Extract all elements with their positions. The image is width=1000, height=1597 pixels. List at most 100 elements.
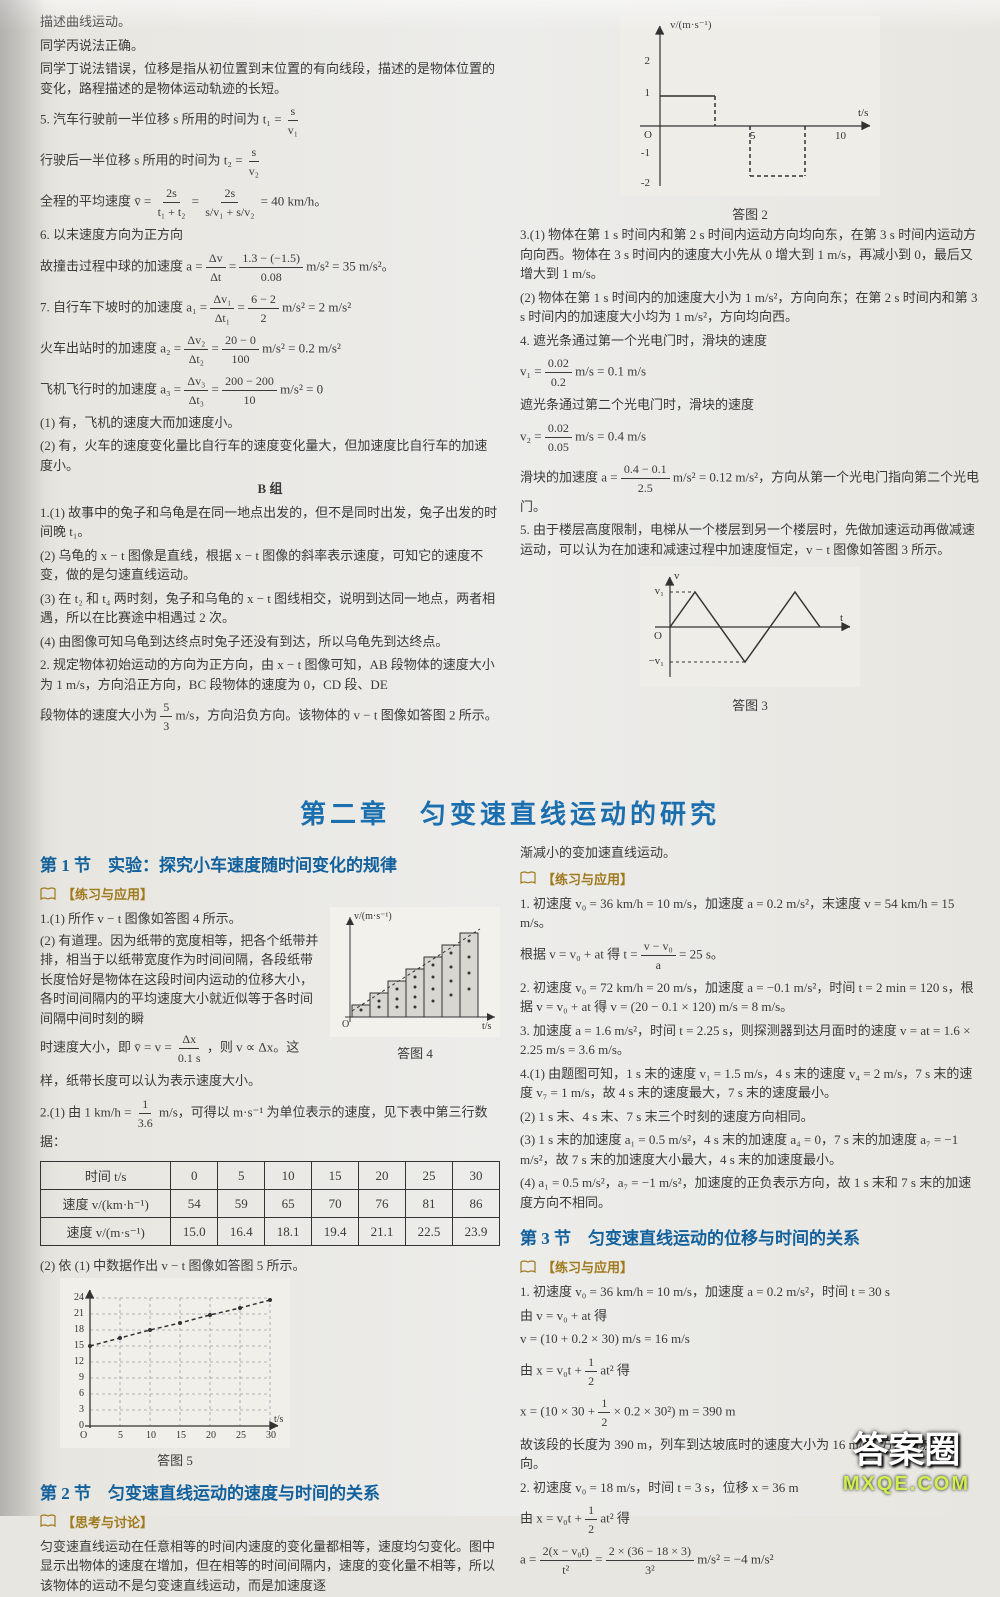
eq: 行驶后一半位移 s 所用的时间为 t₂ = sv₂ [40, 143, 500, 180]
eq: 滑块的加速度 a = 0.4 − 0.12.5 m/s² = 0.12 m/s²… [520, 460, 980, 517]
t: × 0.2 × 30²) m = 390 m [614, 1403, 736, 1418]
text: 2. 初速度 v₀ = 72 km/h = 20 m/s，加速度 a = −0.… [520, 978, 980, 1017]
t: x = (10 × 30 + [520, 1403, 595, 1418]
t: 故撞击过程中球的加速度 a = [40, 258, 203, 273]
text: (2) 依 (1) 中数据作出 v − t 图像如答图 5 所示。 [40, 1256, 500, 1276]
text: 2. 规定物体初始运动的方向为正方向，由 x − t 图像可知，AB 段物体的速… [40, 655, 500, 694]
svg-text:t/s: t/s [274, 1414, 284, 1425]
fraction: v − v₀a [641, 937, 676, 974]
table-row: 速度 v/(m·s⁻¹)15.016.418.119.421.122.523.9 [41, 1218, 500, 1246]
text: 6. 以末速度方向为正方向 [40, 225, 500, 245]
svg-text:6: 6 [79, 1388, 84, 1399]
t: m/s² = −4 m/s² [697, 1551, 773, 1566]
t: 2.(1) 由 1 km/h = [40, 1104, 131, 1119]
t: m/s = 0.4 m/s [575, 428, 646, 443]
svg-text:v₁: v₁ [655, 585, 665, 597]
text: 由 v = v₀ + at 得 [520, 1306, 980, 1326]
text: 3.(1) 物体在第 1 s 时间内和第 2 s 时间内运动方向均向东，在第 3… [520, 225, 980, 284]
text: v = (10 + 0.2 × 30) m/s = 16 m/s [520, 1329, 980, 1349]
t: = [229, 258, 236, 273]
fraction: 12 [585, 1353, 597, 1390]
text: 1.(1) 所作 v − t 图像如答图 4 所示。 [40, 909, 322, 929]
text: 样，纸带长度可以认为表示速度大小。 [40, 1071, 500, 1091]
t: m/s = 0.1 m/s [575, 363, 646, 378]
text: 4.(1) 由题图可知，1 s 末的速度 v₁ = 1.5 m/s，4 s 末的… [520, 1064, 980, 1103]
eq: 时速度大小，即 v̄ = v = Δx0.1 s ，则 v ∝ Δx。这 [40, 1030, 322, 1067]
text: (2) 物体在第 1 s 时间内的加速度大小为 1 m/s²，方向向东；在第 2… [520, 288, 980, 327]
chapter-title: 第二章 匀变速直线运动的研究 [40, 794, 980, 831]
t: ，则 v ∝ Δx。这 [207, 1039, 299, 1054]
svg-text:25: 25 [236, 1430, 246, 1441]
svg-text:20: 20 [206, 1430, 216, 1441]
svg-text:v: v [674, 570, 680, 582]
text: 遮光条通过第二个光电门时，滑块的速度 [520, 395, 980, 415]
t: 7. 自行车下坡时的加速度 a₁ = [40, 299, 207, 314]
text: (2) 有，火车的速度变化量比自行车的速度变化量大，但加速度比自行车的加速度小。 [40, 436, 500, 475]
t: 5. 汽车行驶前一半位移 s 所用的时间为 t₁ = [40, 111, 282, 126]
eq: 由 x = v₀t + 12 at² 得 [520, 1353, 980, 1390]
svg-text:24: 24 [74, 1292, 84, 1303]
watermark: 答案圈 MXQE.COM [843, 1421, 970, 1496]
fraction: 200 − 20010 [222, 372, 277, 409]
sub-practice: 【练习与应用】 [520, 869, 980, 888]
fraction: sv₂ [246, 143, 262, 180]
text: 1.(1) 故事中的兔子和乌龟是在同一地点出发的，但不是同时出发，兔子出发的时间… [40, 503, 500, 542]
t: 由 x = v₀t + [520, 1510, 582, 1525]
t: m/s² = 2 m/s² [282, 299, 351, 314]
chapter-block: 第二章 匀变速直线运动的研究 第 1 节 实验：探究小车速度随时间变化的规律 【… [40, 780, 980, 1597]
svg-text:10: 10 [146, 1430, 156, 1441]
fraction: 0.020.2 [545, 354, 572, 391]
fraction: 2ss/v₁ + s/v₂ [202, 184, 257, 221]
watermark-title: 答案圈 [843, 1421, 970, 1473]
text: 3. 加速度 a = 1.6 m/s²，时间 t = 2.25 s，则探测器到达… [520, 1021, 980, 1060]
svg-text:O: O [80, 1430, 87, 1441]
t: = [595, 1551, 602, 1566]
fraction: Δv₃Δt₃ [184, 372, 208, 409]
fraction: 2 × (36 − 18 × 3)3² [606, 1542, 694, 1579]
figure-4-caption: 答图 4 [330, 1043, 500, 1062]
book-icon [40, 887, 56, 901]
eq: 全程的平均速度 v̄ = 2st₁ + t₂ = 2ss/v₁ + s/v₂ =… [40, 184, 500, 221]
fraction: 2st₁ + t₂ [155, 184, 189, 221]
svg-text:t: t [840, 612, 843, 624]
svg-text:12: 12 [74, 1356, 84, 1367]
data-table: 时间 t/s051015202530 速度 v/(km·h⁻¹)54596570… [40, 1161, 500, 1246]
svg-text:5: 5 [750, 130, 756, 142]
t: 根据 v = v₀ + at 得 t = [520, 946, 638, 961]
t: 时速度大小，即 v̄ = v = [40, 1039, 172, 1054]
svg-text:O: O [644, 129, 652, 141]
figure-2-caption: 答图 2 [520, 204, 980, 223]
fraction: Δv₁Δt₁ [210, 290, 234, 327]
fraction: 0.4 − 0.12.5 [621, 460, 670, 497]
t: 滑块的加速度 a = [520, 469, 618, 484]
fraction: 13.6 [135, 1095, 156, 1132]
figure-2-chart: 2 1 -1 -2 5 10 t/s v/(m·s⁻¹) O [620, 16, 880, 196]
eq: 5. 汽车行驶前一半位移 s 所用的时间为 t₁ = sv₁ [40, 102, 500, 139]
svg-text:2: 2 [645, 55, 651, 67]
text: (3) 在 t₂ 和 t₄ 两时刻，兔子和乌龟的 x − t 图线相交，说明到达… [40, 589, 500, 628]
svg-text:v/(m·s⁻¹): v/(m·s⁻¹) [670, 19, 712, 31]
t: = [192, 193, 203, 208]
label: 【练习与应用】 [542, 869, 633, 888]
svg-text:-2: -2 [641, 177, 650, 189]
text: (2) 乌龟的 x − t 图像是直线，根据 x − t 图像的斜率表示速度，可… [40, 546, 500, 585]
eq: v₂ = 0.020.05 m/s = 0.4 m/s [520, 419, 980, 456]
book-icon [40, 1514, 56, 1528]
svg-text:21: 21 [74, 1308, 84, 1319]
fraction: Δx0.1 s [175, 1030, 204, 1067]
text: (1) 有，飞机的速度大而加速度小。 [40, 413, 500, 433]
svg-text:30: 30 [266, 1430, 276, 1441]
t: m/s² = 0.2 m/s² [262, 340, 341, 355]
text: 同学丙说法正确。 [40, 36, 500, 56]
figure-5-chart: 0 3 6 9 12 15 18 21 24 510 1520 2530 t/s… [60, 1278, 290, 1448]
fraction: 0.020.05 [545, 419, 572, 456]
text: 1. 初速度 v₀ = 36 km/h = 10 m/s，加速度 a = 0.2… [520, 1282, 980, 1302]
watermark-url: MXQE.COM [843, 1473, 970, 1496]
t: a = [520, 1551, 536, 1566]
text: (4) 由图像可知乌龟到达终点时兔子还没有到达，所以乌龟先到达终点。 [40, 632, 500, 652]
fraction: 12 [585, 1501, 597, 1538]
section-3-head: 第 3 节 匀变速直线运动的位移与时间的关系 [520, 1224, 980, 1249]
label: 【练习与应用】 [542, 1257, 633, 1276]
book-icon [520, 1260, 536, 1274]
svg-text:t/s: t/s [482, 1021, 492, 1032]
